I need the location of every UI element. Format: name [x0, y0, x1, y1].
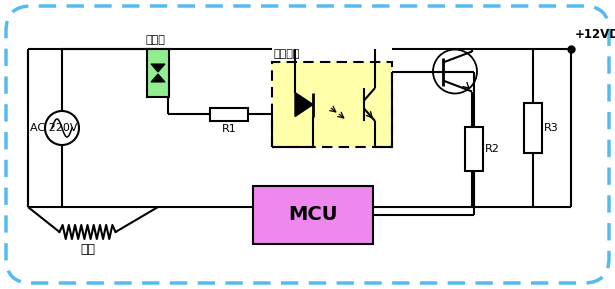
- Text: 可控硅: 可控硅: [145, 35, 165, 45]
- Bar: [272, 62, 392, 147]
- Polygon shape: [151, 74, 165, 82]
- Text: AC 220V: AC 220V: [30, 123, 77, 133]
- Text: R1: R1: [221, 123, 236, 134]
- Bar: [524, 103, 542, 153]
- Polygon shape: [295, 92, 313, 116]
- Text: MCU: MCU: [288, 205, 338, 225]
- Text: R2: R2: [485, 144, 500, 154]
- Text: 负载: 负载: [80, 243, 95, 256]
- Text: +12VDC: +12VDC: [575, 28, 615, 41]
- Text: 隔离光耦: 隔离光耦: [274, 49, 301, 59]
- Text: R3: R3: [544, 123, 559, 133]
- Polygon shape: [151, 64, 165, 72]
- Bar: [147, 49, 169, 97]
- Bar: [465, 127, 483, 171]
- Bar: [253, 186, 373, 244]
- Bar: [210, 108, 248, 121]
